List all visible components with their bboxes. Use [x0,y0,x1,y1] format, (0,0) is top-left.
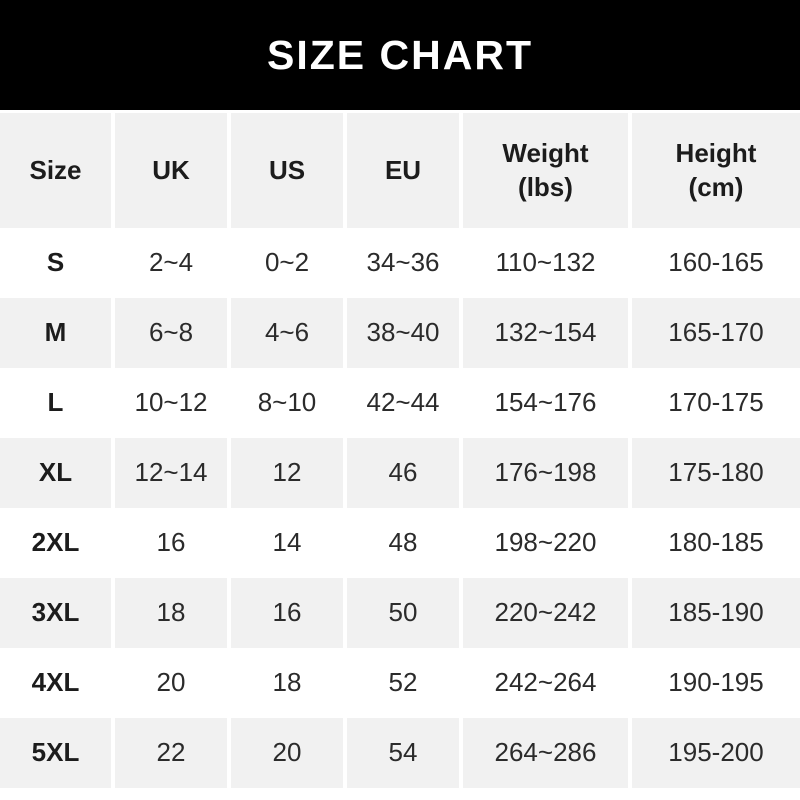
cell-s-weight: 110~132 [463,228,632,298]
cell-5xl-eu: 54 [347,718,463,788]
cell-5xl-weight: 264~286 [463,718,632,788]
cell-xl-height: 175-180 [632,438,800,508]
cell-l-size: L [0,368,115,438]
cell-m-uk: 6~8 [115,298,231,368]
cell-5xl-height: 195-200 [632,718,800,788]
cell-l-weight: 154~176 [463,368,632,438]
column-header-uk: UK [115,113,231,228]
table-row-3xl: 3XL 18 16 50 220~242 185-190 [0,578,800,648]
cell-2xl-size: 2XL [0,508,115,578]
cell-s-us: 0~2 [231,228,347,298]
cell-m-weight: 132~154 [463,298,632,368]
cell-2xl-weight: 198~220 [463,508,632,578]
cell-xl-uk: 12~14 [115,438,231,508]
cell-xl-weight: 176~198 [463,438,632,508]
cell-4xl-uk: 20 [115,648,231,718]
cell-s-size: S [0,228,115,298]
cell-l-us: 8~10 [231,368,347,438]
cell-3xl-uk: 18 [115,578,231,648]
table-row-l: L 10~12 8~10 42~44 154~176 170-175 [0,368,800,438]
cell-3xl-eu: 50 [347,578,463,648]
cell-xl-eu: 46 [347,438,463,508]
cell-3xl-height: 185-190 [632,578,800,648]
cell-s-height: 160-165 [632,228,800,298]
table-row-s: S 2~4 0~2 34~36 110~132 160-165 [0,228,800,298]
table-row-4xl: 4XL 20 18 52 242~264 190-195 [0,648,800,718]
cell-4xl-eu: 52 [347,648,463,718]
cell-2xl-uk: 16 [115,508,231,578]
size-chart-table: Size UK US EU Weight (lbs) Height (cm) S 2~4 0~2 34… [0,113,800,788]
column-header-weight: Weight (lbs) [463,113,632,228]
cell-m-size: M [0,298,115,368]
cell-4xl-height: 190-195 [632,648,800,718]
table-row-5xl: 5XL 22 20 54 264~286 195-200 [0,718,800,788]
cell-s-uk: 2~4 [115,228,231,298]
cell-m-height: 165-170 [632,298,800,368]
size-chart-banner: SIZE CHART [0,0,800,110]
cell-4xl-size: 4XL [0,648,115,718]
cell-4xl-weight: 242~264 [463,648,632,718]
cell-2xl-height: 180-185 [632,508,800,578]
cell-5xl-us: 20 [231,718,347,788]
table-row-m: M 6~8 4~6 38~40 132~154 165-170 [0,298,800,368]
size-chart-title: SIZE CHART [267,31,533,78]
column-header-eu: EU [347,113,463,228]
cell-3xl-weight: 220~242 [463,578,632,648]
cell-m-us: 4~6 [231,298,347,368]
cell-m-eu: 38~40 [347,298,463,368]
table-row-xl: XL 12~14 12 46 176~198 175-180 [0,438,800,508]
cell-5xl-size: 5XL [0,718,115,788]
cell-4xl-us: 18 [231,648,347,718]
cell-2xl-eu: 48 [347,508,463,578]
cell-l-uk: 10~12 [115,368,231,438]
column-header-height: Height (cm) [632,113,800,228]
cell-xl-us: 12 [231,438,347,508]
cell-2xl-us: 14 [231,508,347,578]
table-row-2xl: 2XL 16 14 48 198~220 180-185 [0,508,800,578]
column-header-us: US [231,113,347,228]
table-header-row: Size UK US EU Weight (lbs) Height (cm) [0,113,800,228]
column-header-size: Size [0,113,115,228]
cell-xl-size: XL [0,438,115,508]
cell-s-eu: 34~36 [347,228,463,298]
cell-l-height: 170-175 [632,368,800,438]
cell-5xl-uk: 22 [115,718,231,788]
cell-3xl-us: 16 [231,578,347,648]
cell-l-eu: 42~44 [347,368,463,438]
cell-3xl-size: 3XL [0,578,115,648]
